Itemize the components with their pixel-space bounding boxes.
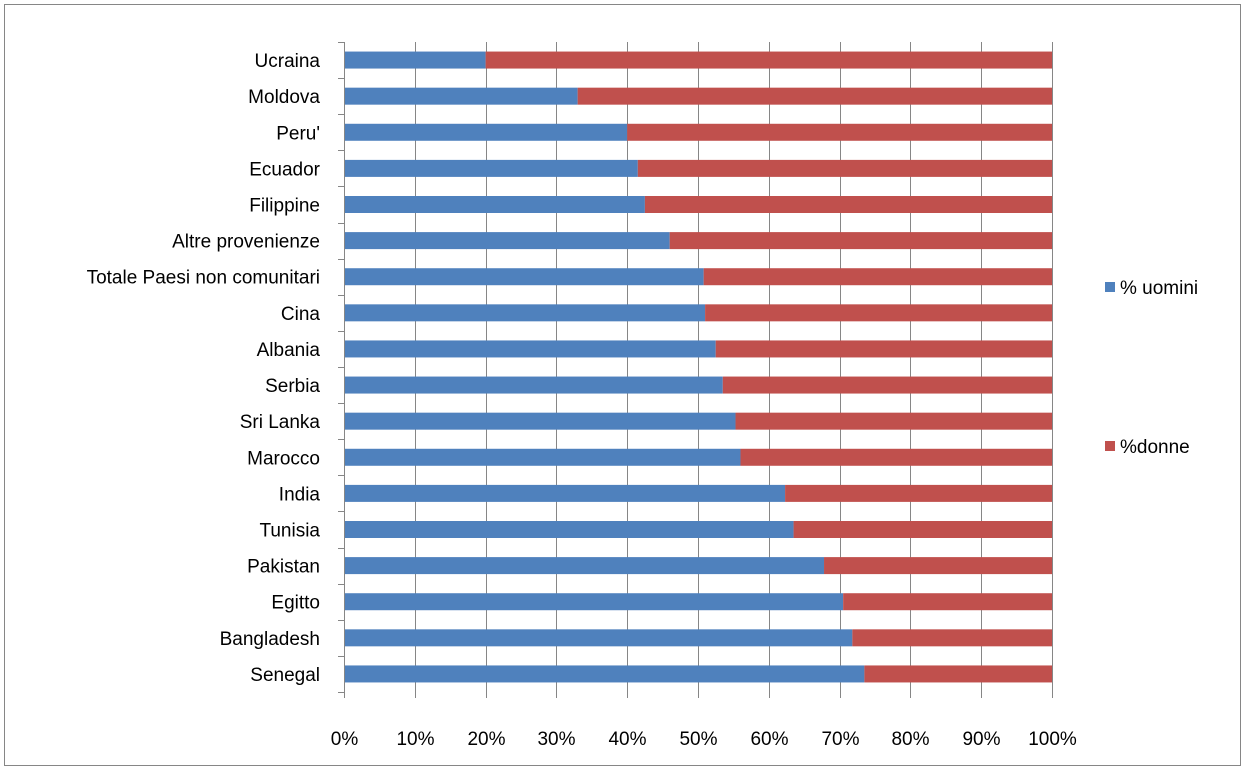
bar-segment-donne xyxy=(644,196,1052,213)
x-tick-label: 70% xyxy=(821,729,859,750)
x-tick-label: 0% xyxy=(331,729,359,750)
category-label: Peru' xyxy=(276,123,320,144)
bar-segment-donne xyxy=(864,665,1052,683)
legend: % uomini %donne xyxy=(1105,278,1198,458)
bar-segment-uomini xyxy=(344,376,723,394)
category-label: Serbia xyxy=(265,376,320,397)
bar-segment-donne xyxy=(843,593,1052,611)
category-label: Egitto xyxy=(271,593,320,614)
category-label: Filippine xyxy=(249,196,320,217)
legend-swatch-donne xyxy=(1105,441,1115,451)
bar-segment-donne xyxy=(793,521,1052,538)
category-label: India xyxy=(279,484,321,505)
x-tick-label: 90% xyxy=(962,729,1000,750)
category-label: Altre provenienze xyxy=(172,232,320,253)
category-label: Totale Paesi non comunitari xyxy=(87,268,320,289)
category-label: Bangladesh xyxy=(220,629,320,650)
category-label: Ecuador xyxy=(249,159,320,180)
bar-segment-uomini xyxy=(344,87,578,105)
bar-segment-uomini xyxy=(344,521,794,538)
legend-label-donne: %donne xyxy=(1120,437,1190,458)
bar-segment-uomini xyxy=(344,593,844,611)
bar-segment-uomini xyxy=(344,448,741,466)
x-tick-label: 80% xyxy=(891,729,929,750)
category-label: Tunisia xyxy=(259,521,320,542)
bar-segment-uomini xyxy=(344,159,638,177)
bar-segment-uomini xyxy=(344,268,704,286)
bar-segment-donne xyxy=(722,376,1052,394)
axes xyxy=(338,42,1053,698)
bar-segment-uomini xyxy=(344,629,853,647)
bar-segment-donne xyxy=(715,340,1052,358)
bar-segment-donne xyxy=(740,448,1052,466)
legend-swatch-uomini xyxy=(1105,282,1115,292)
bar-segment-donne xyxy=(669,232,1052,250)
x-tick-label: 100% xyxy=(1028,729,1077,750)
x-tick-label: 30% xyxy=(537,729,575,750)
x-tick-label: 20% xyxy=(467,729,505,750)
bars xyxy=(344,51,1053,683)
bar-segment-donne xyxy=(703,268,1052,286)
bar-segment-uomini xyxy=(344,557,825,575)
category-label: Moldova xyxy=(248,87,320,108)
category-label: Sri Lanka xyxy=(240,412,321,433)
x-tick-labels: 0% 10% 20% 30% 40% 50% 60% 70% 80% 90% 100% xyxy=(331,729,1077,750)
bar-segment-uomini xyxy=(344,123,628,141)
bar-segment-donne xyxy=(485,51,1053,69)
category-label: Marocco xyxy=(247,448,320,469)
category-label: Albania xyxy=(257,340,321,361)
bar-segment-uomini xyxy=(344,196,645,213)
x-tick-label: 10% xyxy=(396,729,434,750)
bar-segment-donne xyxy=(852,629,1052,647)
category-label: Ucraina xyxy=(255,51,321,72)
x-tick-label: 40% xyxy=(608,729,646,750)
bar-segment-donne xyxy=(824,557,1052,575)
category-labels: Ucraina Moldova Peru' Ecuador Filippine Altre… xyxy=(87,51,321,686)
bar-segment-donne xyxy=(735,412,1052,430)
x-tick-label: 50% xyxy=(679,729,717,750)
bar-segment-uomini xyxy=(344,484,786,502)
bar-segment-donne xyxy=(577,87,1052,105)
category-label: Senegal xyxy=(250,665,320,686)
bar-segment-donne xyxy=(785,484,1052,502)
bar-segment-uomini xyxy=(344,340,716,358)
category-label: Pakistan xyxy=(247,557,320,578)
bar-segment-donne xyxy=(627,123,1052,141)
legend-label-uomini: % uomini xyxy=(1120,278,1198,299)
bar-segment-donne xyxy=(637,159,1052,177)
bar-segment-uomini xyxy=(344,665,865,683)
category-label: Cina xyxy=(281,304,321,325)
bar-segment-uomini xyxy=(344,412,736,430)
bar-segment-uomini xyxy=(344,232,670,250)
x-tick-label: 60% xyxy=(750,729,788,750)
bar-segment-donne xyxy=(705,304,1052,322)
bar-segment-uomini xyxy=(344,51,486,69)
bar-segment-uomini xyxy=(344,304,706,322)
